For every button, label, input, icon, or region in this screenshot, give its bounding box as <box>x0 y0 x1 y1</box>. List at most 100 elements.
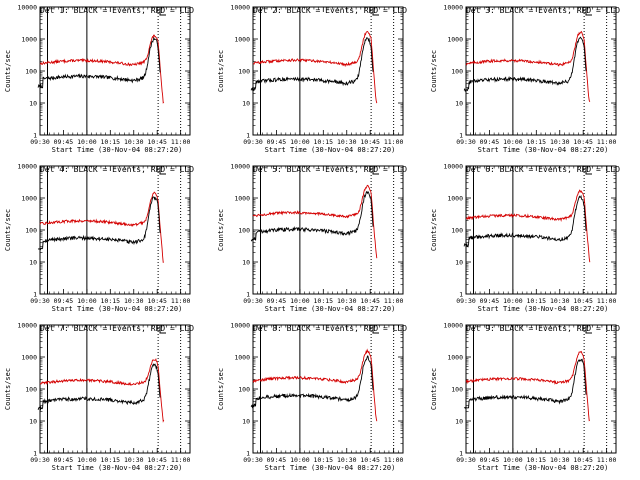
y-tick-label: 10000 <box>17 163 37 171</box>
lld-series-line <box>252 184 378 259</box>
events-series-line <box>250 190 374 242</box>
lld-series-line <box>39 357 165 423</box>
detector-panel-7: Det 7: BLACK = Events, RED = LLD 1 10 100 10… <box>4 322 194 473</box>
lld-series-line <box>253 30 378 104</box>
y-tick-label: 100 <box>451 227 463 235</box>
x-axis-label: Start Time (30-Nov-04 08:27:20) <box>52 146 183 154</box>
plot-frame <box>465 6 617 136</box>
plot-frame <box>252 324 404 454</box>
top-bracket <box>372 325 379 334</box>
x-tick-label: 10:30 <box>124 138 144 146</box>
y-tick-label: 1000 <box>234 354 250 362</box>
y-axis-label: Counts/sec <box>217 50 225 92</box>
detector-panel-2: Det 2: BLACK = Events, RED = LLD 1 10 100 10… <box>217 4 407 155</box>
x-tick-label: 10:45 <box>147 297 167 305</box>
x-axis-label: Start Time (30-Nov-04 08:27:20) <box>265 146 396 154</box>
x-tick-label: 10:30 <box>550 138 570 146</box>
lld-series-line <box>465 189 591 263</box>
x-tick-label: 10:15 <box>527 456 547 464</box>
detector-panel-4: Det 4: BLACK = Events, RED = LLD 1 10 100 10… <box>4 163 194 314</box>
x-tick-label: 11:00 <box>597 138 617 146</box>
y-tick-label: 10 <box>242 100 250 108</box>
panel-title: Det 4: BLACK = Events, RED = LLD <box>40 165 194 174</box>
x-tick-label: 09:30 <box>30 297 50 305</box>
y-tick-label: 100 <box>238 68 250 76</box>
panel-title: Det 8: BLACK = Events, RED = LLD <box>253 324 407 333</box>
y-tick-label: 10 <box>29 259 37 267</box>
x-tick-label: 10:30 <box>124 456 144 464</box>
y-axis-label: Counts/sec <box>4 209 12 251</box>
x-tick-label: 10:15 <box>314 456 334 464</box>
x-tick-label: 10:00 <box>77 297 97 305</box>
x-tick-label: 10:00 <box>290 456 310 464</box>
x-tick-label: 10:15 <box>527 138 547 146</box>
lld-series-line <box>252 348 378 422</box>
y-tick-label: 10000 <box>230 4 250 12</box>
lld-series-line <box>39 191 164 263</box>
x-tick-label: 10:00 <box>77 138 97 146</box>
detector-panel-8: Det 8: BLACK = Events, RED = LLD 1 10 100 10… <box>217 322 407 473</box>
plot-frame <box>39 6 191 136</box>
x-tick-label: 09:30 <box>243 456 263 464</box>
events-series-line <box>250 355 374 409</box>
x-axis-label: Start Time (30-Nov-04 08:27:20) <box>52 305 183 313</box>
x-tick-label: 10:15 <box>314 138 334 146</box>
x-tick-label: 10:15 <box>101 138 121 146</box>
top-bracket <box>585 325 592 334</box>
x-tick-label: 10:30 <box>337 456 357 464</box>
x-tick-label: 10:45 <box>147 138 167 146</box>
x-tick-label: 09:45 <box>480 138 500 146</box>
top-bracket <box>372 166 379 175</box>
panel-title: Det 3: BLACK = Events, RED = LLD <box>466 6 620 15</box>
y-tick-label: 100 <box>451 68 463 76</box>
x-tick-label: 09:30 <box>30 138 50 146</box>
x-tick-label: 11:00 <box>597 297 617 305</box>
x-tick-label: 09:45 <box>267 456 287 464</box>
y-axis-label: Counts/sec <box>430 50 438 92</box>
panel-title: Det 5: BLACK = Events, RED = LLD <box>253 165 407 174</box>
x-tick-label: 10:45 <box>147 456 167 464</box>
x-tick-label: 11:00 <box>171 456 191 464</box>
x-tick-label: 10:00 <box>503 297 523 305</box>
top-bracket <box>159 166 166 175</box>
events-series-line <box>463 358 587 410</box>
top-bracket <box>372 7 379 16</box>
events-series-line <box>463 36 587 92</box>
panel-title: Det 7: BLACK = Events, RED = LLD <box>40 324 194 333</box>
x-tick-label: 09:45 <box>267 297 287 305</box>
x-tick-label: 10:00 <box>503 138 523 146</box>
x-tick-label: 10:45 <box>360 138 380 146</box>
x-tick-label: 09:30 <box>243 138 263 146</box>
x-tick-label: 10:30 <box>337 138 357 146</box>
detector-panel-1: Det 1: BLACK = Events, RED = LLD 1 10 100 10… <box>4 4 194 155</box>
x-tick-label: 10:45 <box>573 456 593 464</box>
events-series-line <box>37 363 161 411</box>
x-axis-label: Start Time (30-Nov-04 08:27:20) <box>265 305 396 313</box>
x-tick-label: 11:00 <box>171 297 191 305</box>
y-tick-label: 100 <box>25 386 37 394</box>
top-bracket <box>585 7 592 16</box>
events-series-line <box>37 196 161 252</box>
x-tick-label: 09:30 <box>243 297 263 305</box>
y-tick-label: 1 <box>246 450 250 458</box>
x-tick-label: 11:00 <box>171 138 191 146</box>
x-tick-label: 10:00 <box>290 138 310 146</box>
plot-frame <box>39 324 191 454</box>
x-tick-label: 10:15 <box>314 297 334 305</box>
x-tick-label: 10:45 <box>573 297 593 305</box>
y-tick-label: 1 <box>33 132 37 140</box>
x-axis-label: Start Time (30-Nov-04 08:27:20) <box>52 464 183 472</box>
x-tick-label: 09:45 <box>480 456 500 464</box>
y-tick-label: 10 <box>242 418 250 426</box>
top-bracket <box>585 166 592 175</box>
y-tick-label: 100 <box>25 227 37 235</box>
y-tick-label: 10000 <box>443 322 463 330</box>
x-tick-label: 11:00 <box>384 297 404 305</box>
x-tick-label: 09:45 <box>54 138 74 146</box>
detector-panel-3: Det 3: BLACK = Events, RED = LLD 1 10 100 10… <box>430 4 620 155</box>
x-tick-label: 09:30 <box>456 297 476 305</box>
x-tick-label: 10:30 <box>550 456 570 464</box>
y-tick-label: 1 <box>33 291 37 299</box>
x-tick-label: 09:30 <box>456 138 476 146</box>
